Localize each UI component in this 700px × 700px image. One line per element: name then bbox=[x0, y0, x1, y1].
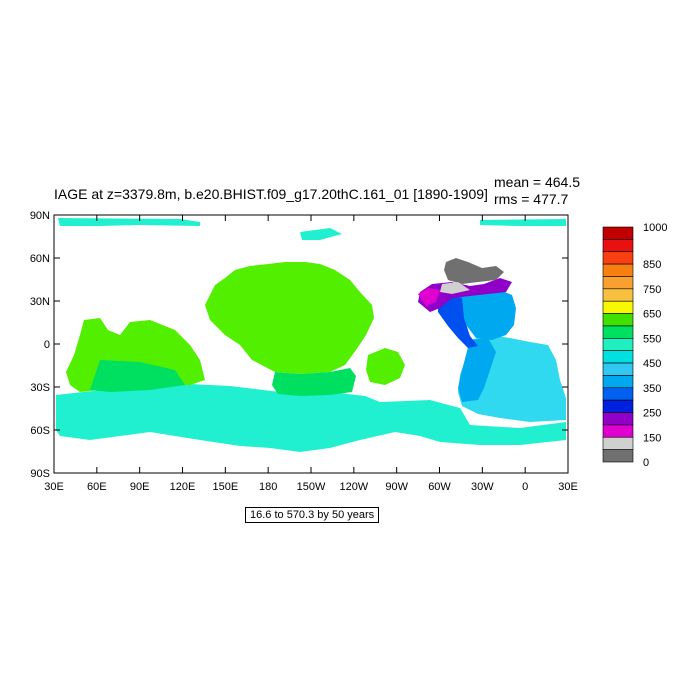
southern-ocean-region bbox=[56, 384, 566, 452]
y-tick-label: 0 bbox=[44, 339, 50, 351]
y-tick-label: 30N bbox=[30, 296, 50, 308]
arctic-east-strip-region bbox=[480, 219, 566, 226]
arctic-strip-region bbox=[58, 218, 200, 226]
x-tick-label: 30E bbox=[44, 481, 64, 493]
y-tick-label: 90S bbox=[30, 468, 50, 480]
east-pacific-region bbox=[366, 348, 405, 385]
x-tick-label: 150E bbox=[212, 481, 238, 493]
south-atlantic-west-region bbox=[458, 338, 496, 402]
x-tick-label: 180 bbox=[259, 481, 277, 493]
colorbar-swatch bbox=[602, 424, 634, 438]
colorbar-label: 550 bbox=[643, 333, 661, 345]
colorbar-swatch bbox=[602, 251, 634, 265]
colorbar-swatch bbox=[602, 263, 634, 277]
x-tick-label: 30W bbox=[471, 481, 494, 493]
colorbar: 1000 850 750 650 550 450 350 250 150 0 bbox=[602, 222, 667, 469]
y-tick-label: 60S bbox=[30, 425, 50, 437]
colorbar-label: 350 bbox=[643, 383, 661, 395]
colorbar-label: 150 bbox=[643, 432, 661, 444]
colorbar-swatch bbox=[602, 325, 634, 339]
contour-info-box: 16.6 to 570.3 by 50 years bbox=[245, 507, 380, 523]
x-tick-label: 60W bbox=[428, 481, 451, 493]
north-pacific-region bbox=[205, 262, 374, 374]
north-atlantic-region bbox=[460, 290, 516, 340]
mean-value: mean = 464.5 bbox=[494, 174, 581, 190]
beaufort-patch-region bbox=[300, 228, 342, 240]
colorbar-label: 850 bbox=[643, 259, 661, 271]
colorbar-swatch bbox=[602, 436, 634, 450]
colorbar-label: 750 bbox=[643, 284, 661, 296]
x-tick-label: 120E bbox=[170, 481, 196, 493]
colorbar-swatch bbox=[602, 239, 634, 253]
greenland-sea-region bbox=[440, 282, 470, 294]
colorbar-swatch bbox=[602, 313, 634, 327]
colorbar-swatch bbox=[602, 350, 634, 364]
x-tick-label: 0 bbox=[522, 481, 528, 493]
axis-ticks bbox=[53, 214, 569, 474]
colorbar-swatch bbox=[602, 300, 634, 314]
colorbar-label: 250 bbox=[643, 408, 661, 420]
colorbar-swatch bbox=[602, 375, 634, 389]
x-tick-label: 150W bbox=[297, 481, 326, 493]
colorbar-swatch bbox=[602, 226, 634, 240]
colorbar-swatch bbox=[602, 338, 634, 351]
x-tick-label: 60E bbox=[87, 481, 107, 493]
colorbar-label: 1000 bbox=[643, 222, 667, 234]
south-pacific-region bbox=[272, 368, 356, 396]
axis-tick-labels: 30E 60E 90E 120E 150E 180 150W 120W 90W 60W 30W 0 30… bbox=[30, 210, 578, 493]
rms-value: rms = 477.7 bbox=[494, 191, 569, 207]
colorbar-swatch bbox=[602, 399, 634, 413]
colorbar-swatch bbox=[602, 412, 634, 426]
age-field-layer bbox=[56, 218, 566, 452]
colorbar-swatch bbox=[602, 387, 634, 401]
irminger-sea-region bbox=[418, 288, 440, 306]
colorbar-swatch bbox=[602, 276, 634, 290]
colorbar-label: 0 bbox=[643, 457, 649, 469]
x-tick-label: 90W bbox=[385, 481, 408, 493]
colorbar-swatch bbox=[602, 362, 634, 376]
y-tick-label: 60N bbox=[30, 253, 50, 265]
nordic-seas-region bbox=[444, 258, 504, 284]
indian-ocean-south-region bbox=[90, 360, 185, 392]
x-tick-label: 90E bbox=[130, 481, 150, 493]
x-tick-label: 30E bbox=[558, 481, 578, 493]
map-title: IAGE at z=3379.8m, b.e20.BHIST.f09_g17.2… bbox=[54, 186, 488, 202]
y-tick-label: 90N bbox=[30, 210, 50, 222]
colorbar-label: 450 bbox=[643, 358, 661, 370]
colorbar-swatch bbox=[602, 288, 634, 302]
colorbar-label: 650 bbox=[643, 309, 661, 321]
y-tick-label: 30S bbox=[30, 382, 50, 394]
colorbar-swatch bbox=[602, 449, 634, 463]
x-tick-label: 120W bbox=[339, 481, 368, 493]
north-atlantic-deep-region bbox=[438, 294, 478, 348]
